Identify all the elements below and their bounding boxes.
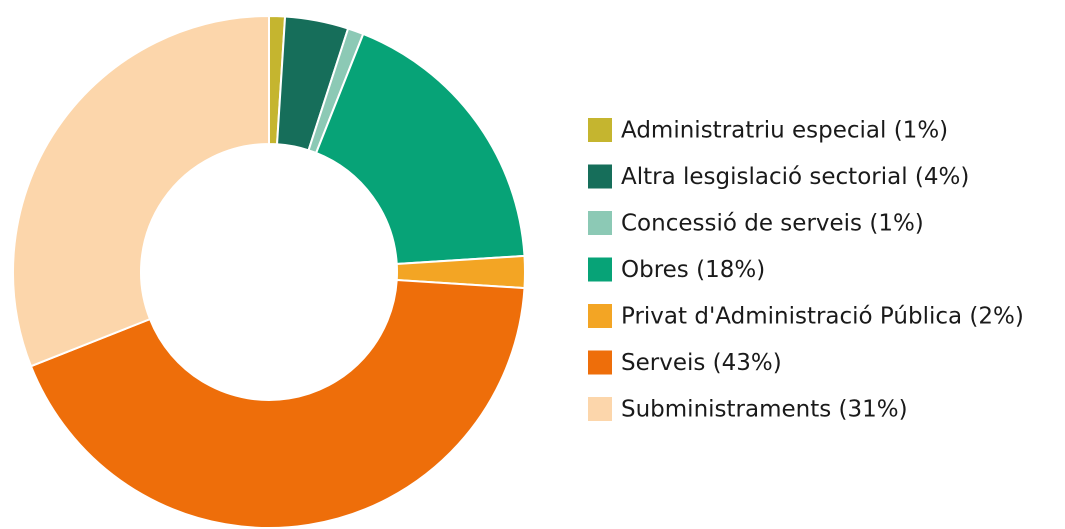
legend-label: Administratriu especial (1%) — [621, 118, 948, 144]
donut-slice — [314, 32, 526, 266]
legend-label: Subministraments (31%) — [621, 397, 908, 423]
legend-label: Altra lesgislació sectorial (4%) — [621, 164, 969, 190]
legend-label: Obres (18%) — [621, 257, 765, 283]
donut-slice — [29, 278, 526, 529]
legend-label: Privat d'Administració Pública (2%) — [621, 304, 1024, 330]
legend-swatch — [588, 350, 612, 375]
donut-slice — [12, 14, 270, 368]
legend-label: Concessió de serveis (1%) — [621, 211, 924, 237]
legend-swatch — [588, 304, 612, 328]
legend-swatch — [588, 118, 612, 142]
legend-swatch — [588, 397, 612, 421]
legend-swatch — [588, 211, 612, 235]
legend-swatch — [588, 164, 612, 189]
legend-swatch — [588, 257, 612, 282]
legend-label: Serveis (43%) — [621, 350, 782, 376]
